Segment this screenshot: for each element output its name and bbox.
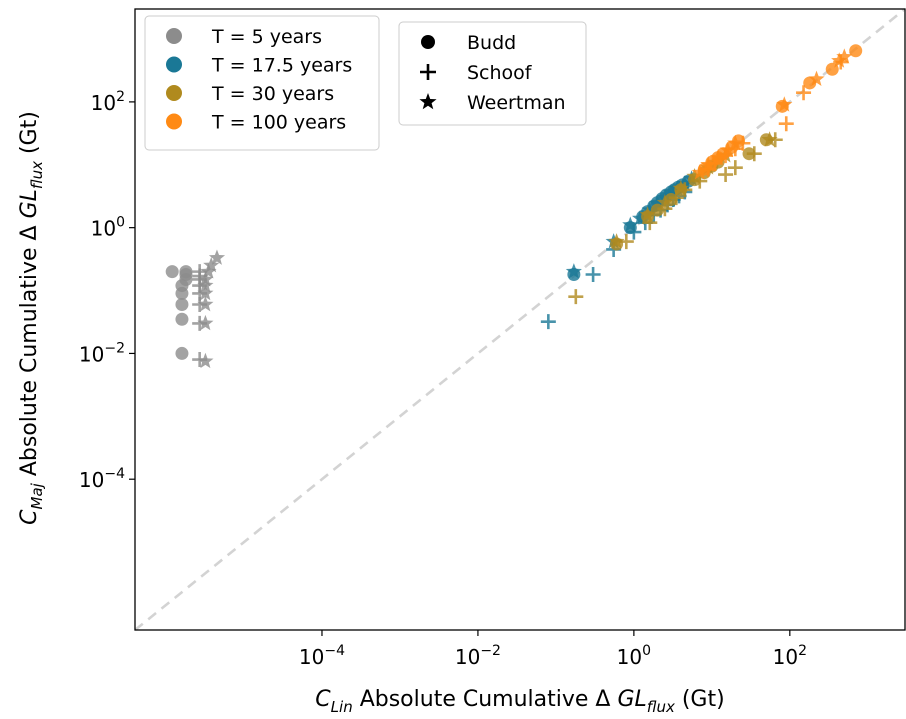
legend-laws-frame (398, 21, 587, 126)
legend-color-swatch (166, 56, 182, 73)
plot-frame (134, 8, 906, 631)
legend-marker-label: Weertman (467, 92, 566, 114)
data-point (761, 131, 778, 147)
data-point (565, 263, 582, 279)
legend-color-label: T = 100 years (211, 112, 346, 134)
data-point (197, 352, 214, 369)
data-point (672, 179, 689, 196)
data-point (208, 249, 226, 265)
y-axis-label: CMaj Absolute Cumulative Δ GLflux (Gt) (17, 111, 46, 525)
y-tick-label: 100 (91, 215, 125, 241)
data-point (175, 312, 189, 326)
data-point (662, 184, 680, 200)
data-point (568, 289, 584, 305)
data-point (727, 134, 744, 151)
data-point (746, 146, 762, 162)
x-tick-label: 102 (773, 643, 807, 669)
legend-color-label: T = 30 years (211, 83, 334, 105)
data-point (718, 167, 734, 183)
data-point (709, 149, 727, 165)
data-point (649, 195, 666, 211)
data-point (776, 96, 793, 112)
x-tick-label: 10−2 (455, 643, 501, 669)
legend-marker-label: Schoof (467, 62, 533, 84)
x-axis-label: CLin Absolute Cumulative Δ GLflux (Gt) (315, 687, 724, 715)
legend-laws: Budd Schoof Weertman (398, 21, 587, 126)
data-point (197, 314, 214, 331)
y-tick-label: 10−2 (79, 340, 125, 366)
data-point (778, 116, 794, 132)
data-point (796, 85, 812, 101)
data-point (608, 233, 625, 249)
legend-marker-label: Budd (467, 32, 516, 54)
data-point (691, 164, 708, 180)
legend-periods: T = 5 years T = 17.5 years T = 30 years T =… (144, 15, 380, 151)
legend-color-swatch (166, 28, 182, 44)
data-point (203, 257, 220, 273)
legend-periods-frame (144, 15, 380, 151)
one-to-one-reference-line (134, 7, 906, 632)
data-point (622, 216, 639, 232)
data-point (686, 168, 703, 184)
data-point (700, 156, 717, 172)
data-point (727, 160, 743, 176)
data-point (719, 141, 736, 158)
legend-marker-circle (421, 35, 435, 49)
y-tick-label: 102 (91, 89, 125, 115)
series-weertman (691, 48, 853, 180)
data-point (631, 209, 649, 226)
legend-color-swatch (166, 85, 182, 101)
legend-marker-star (419, 93, 437, 110)
data-point (808, 70, 825, 87)
data-point (849, 44, 863, 58)
series-weertman (197, 249, 226, 369)
data-point (165, 265, 179, 279)
data-point (639, 206, 656, 222)
data-point (175, 346, 189, 360)
data-point (179, 265, 193, 279)
legend-color-swatch (166, 113, 182, 130)
data-point (831, 52, 848, 68)
series-budd (165, 265, 193, 360)
data-point (585, 266, 601, 282)
data-point (836, 48, 853, 64)
y-tick-label: 10−4 (79, 466, 125, 492)
data-point (540, 314, 556, 330)
legend-color-label: T = 17.5 years (211, 55, 352, 77)
data-point (197, 277, 214, 293)
data-point (641, 201, 658, 218)
data-point (197, 296, 214, 312)
data-point (197, 284, 214, 301)
data-point (668, 190, 684, 206)
x-tick-label: 100 (617, 643, 651, 669)
data-point (197, 270, 214, 287)
legend-marker-plus (420, 64, 436, 80)
data-point (175, 297, 189, 311)
legend-color-label: T = 5 years (211, 26, 322, 48)
data-point (656, 194, 673, 210)
series-schoof (540, 184, 693, 330)
x-tick-label: 10−4 (299, 643, 345, 669)
